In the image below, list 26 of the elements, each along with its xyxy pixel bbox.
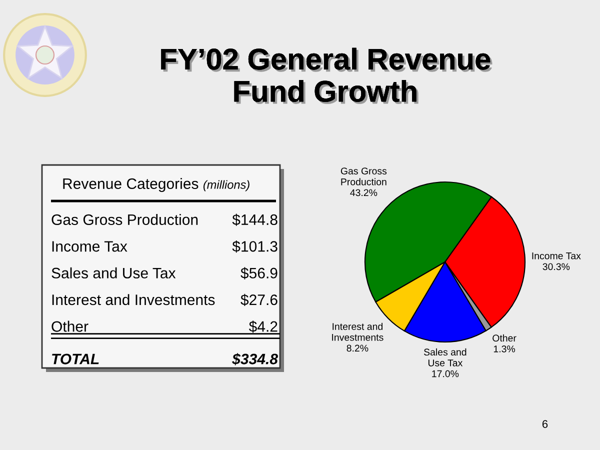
- data-label: 30.3%: [542, 263, 570, 270]
- text: $4.2: [248, 320, 278, 333]
- category-label: Other: [52, 320, 88, 332]
- text: $101.3: [232, 240, 278, 253]
- data-label: 8.2%: [346, 344, 368, 352]
- category-label: Income Tax: [52, 241, 128, 252]
- category-label: TOTAL: [52, 354, 99, 364]
- text: $144.8: [232, 214, 278, 226]
- data-label: 17.0%: [432, 370, 459, 378]
- text: Revenue Categories: [63, 178, 198, 192]
- category-label: Sales and Use Tax: [52, 267, 176, 278]
- text: (millions): [203, 180, 250, 192]
- text: 6: [542, 420, 548, 428]
- text: $27.6: [240, 294, 278, 306]
- text: $56.9: [240, 267, 278, 280]
- slice-label: Other: [492, 334, 516, 342]
- chart-title: FY’02 General Revenue Fund Growth: [161, 48, 492, 104]
- category-label: Gas Gross Production: [52, 214, 198, 226]
- data-label: 43.2%: [350, 189, 378, 196]
- category-label: Interest and Investments: [52, 294, 215, 306]
- text: $334.8: [232, 353, 278, 366]
- slice-label: Income Tax: [532, 252, 581, 260]
- slice-label: Sales and Use Tax: [424, 348, 466, 366]
- data-label: 1.3%: [494, 345, 516, 352]
- slice-label: Gas Gross Production: [340, 168, 387, 186]
- slice-label: Interest and Investments: [332, 322, 384, 341]
